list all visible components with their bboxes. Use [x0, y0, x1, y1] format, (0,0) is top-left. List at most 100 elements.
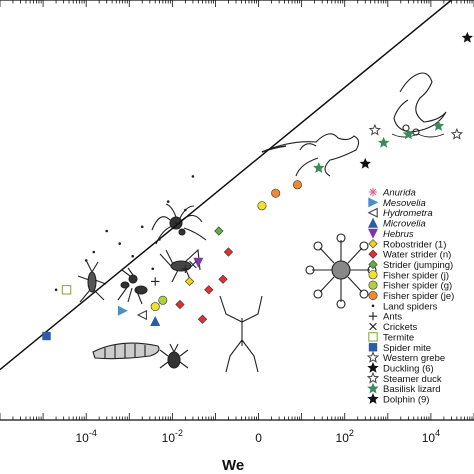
point-water-strider-n-0	[175, 299, 185, 310]
x-axis-ticks: 10-4 10-2 0 102 104	[0, 0, 474, 445]
point-water-strider-n-1	[204, 285, 214, 295]
legend-label-duckling-6: Duckling (6)	[383, 363, 434, 374]
point-ants-1	[181, 264, 190, 273]
point-basilisk-lizard-0	[313, 162, 325, 173]
x-tick-label-2: 0	[255, 431, 262, 445]
legend-marker-western-grebe	[366, 351, 380, 363]
spider-mite-illustration	[77, 259, 107, 303]
point-duckling-6-0	[359, 157, 371, 169]
legend-label-spider-mite: Spider mite	[383, 343, 431, 354]
x-axis-title: We	[222, 457, 244, 474]
point-fisher-spider-je-1	[292, 180, 302, 190]
point-land-spiders-1	[105, 229, 109, 233]
point-land-spiders-6	[158, 238, 161, 241]
x-tick-label-3: 102	[336, 428, 354, 445]
data-points-layer	[42, 31, 474, 341]
legend-label-anurida: Anurida	[382, 188, 416, 199]
legend-marker-land-spiders	[371, 304, 375, 308]
legend-marker-termite	[368, 332, 378, 342]
point-ants-0	[151, 277, 160, 286]
legend-marker-ants	[368, 312, 378, 321]
point-land-spiders-5	[151, 267, 155, 271]
point-land-spiders-12	[92, 250, 96, 254]
point-land-spiders-10	[191, 175, 195, 178]
x-tick-label-4: 104	[422, 428, 440, 445]
legend-label-crickets: Crickets	[383, 322, 418, 333]
point-basilisk-lizard-1	[377, 136, 390, 148]
point-water-strider-n-3	[223, 247, 234, 257]
animal-illustrations	[77, 72, 447, 373]
legend-label-steamer-duck: Steamer duck	[383, 374, 442, 385]
point-land-spiders-11	[84, 259, 88, 262]
legend-label-hebrus: Hebrus	[383, 229, 414, 240]
point-robostrider-1-0	[184, 276, 195, 287]
point-land-spiders-7	[166, 200, 170, 203]
legend-label-western-grebe: Western grebe	[383, 353, 445, 364]
point-termite-0	[61, 285, 72, 295]
fisher-spider-illustration	[305, 233, 377, 309]
legend-marker-hebrus	[367, 228, 379, 239]
point-water-strider-n-4	[218, 274, 228, 284]
basilisk-lizard-illustration	[261, 133, 360, 177]
water-strider-illustration	[219, 295, 263, 373]
legend-label-dolphin-9: Dolphin (9)	[383, 395, 429, 406]
x-tick-label-1: 10-2	[162, 428, 183, 445]
legend-marker-crickets	[369, 322, 377, 331]
point-spider-mite-0	[42, 331, 51, 341]
termite-larva-illustration	[92, 342, 160, 360]
point-microvelia-0	[150, 315, 161, 326]
legend-label-mesovelia: Mesovelia	[383, 198, 426, 209]
beetle-illustration	[159, 343, 189, 369]
legend-label-basilisk-lizard: Basilisk lizard	[383, 384, 441, 395]
point-fisher-spider-j-1	[257, 201, 267, 211]
legend-label-strider-jumping: Strider (jumping)	[383, 260, 453, 271]
point-mesovelia-0	[117, 305, 128, 316]
legend-marker-steamer-duck	[366, 371, 380, 384]
point-fisher-spider-je-0	[271, 188, 281, 198]
point-basilisk-lizard-2	[402, 128, 415, 140]
legend-marker-spider-mite	[368, 343, 378, 352]
legend-label-termite: Termite	[383, 332, 414, 343]
point-steamer-duck-0	[450, 127, 464, 140]
fit-line-layer	[0, 0, 452, 371]
legend-marker-dolphin-9	[367, 393, 379, 404]
legend-marker-robostrider-1	[368, 239, 378, 249]
legend-marker-fisher-spider-je	[368, 290, 378, 300]
legend-label-fisher-spider-je: Fisher spider (je)	[383, 291, 454, 302]
legend-marker-fisher-spider-j	[368, 270, 378, 280]
point-fisher-spider-g-0	[158, 295, 168, 305]
point-land-spiders-2	[118, 242, 122, 245]
point-hydrometra-0	[136, 309, 147, 321]
point-strider-jumping-0	[214, 226, 224, 236]
point-water-strider-n-2	[197, 314, 208, 324]
point-land-spiders-0	[54, 288, 58, 292]
fit-line	[0, 0, 452, 371]
legend-marker-water-strider-n	[368, 249, 378, 259]
legend-marker-hydrometra	[367, 207, 378, 218]
legend-label-water-strider-n: Water strider (n)	[383, 250, 451, 261]
point-dolphin-9-0	[461, 31, 474, 43]
legend-marker-fisher-spider-g	[368, 280, 378, 290]
point-fisher-spider-j-0	[150, 302, 160, 312]
legend-label-fisher-spider-g: Fisher spider (g)	[383, 281, 452, 292]
legend-marker-microvelia	[367, 217, 379, 228]
point-land-spiders-4	[140, 225, 144, 229]
point-land-spiders-8	[174, 221, 178, 224]
legend-marker-mesovelia	[368, 197, 379, 208]
point-hebrus-0	[193, 257, 204, 268]
point-land-spiders-3	[131, 254, 134, 258]
legend-marker-strider-jumping	[368, 259, 378, 270]
legend-marker-anurida	[368, 187, 378, 197]
point-western-grebe-0	[368, 123, 382, 136]
point-crickets-0	[189, 260, 197, 269]
legend-marker-basilisk-lizard	[367, 382, 379, 394]
legend: AnuridaMesoveliaHydrometraMicroveliaHebr…	[366, 187, 454, 406]
legend-label-land-spiders: Land spiders	[383, 301, 438, 312]
legend-label-robostrider-1: Robostrider (1)	[383, 239, 446, 250]
legend-label-hydrometra: Hydrometra	[383, 208, 433, 219]
legend-label-microvelia: Microvelia	[383, 219, 426, 230]
x-tick-label-0: 10-4	[75, 428, 96, 445]
grebe-bird-illustration	[391, 72, 447, 138]
